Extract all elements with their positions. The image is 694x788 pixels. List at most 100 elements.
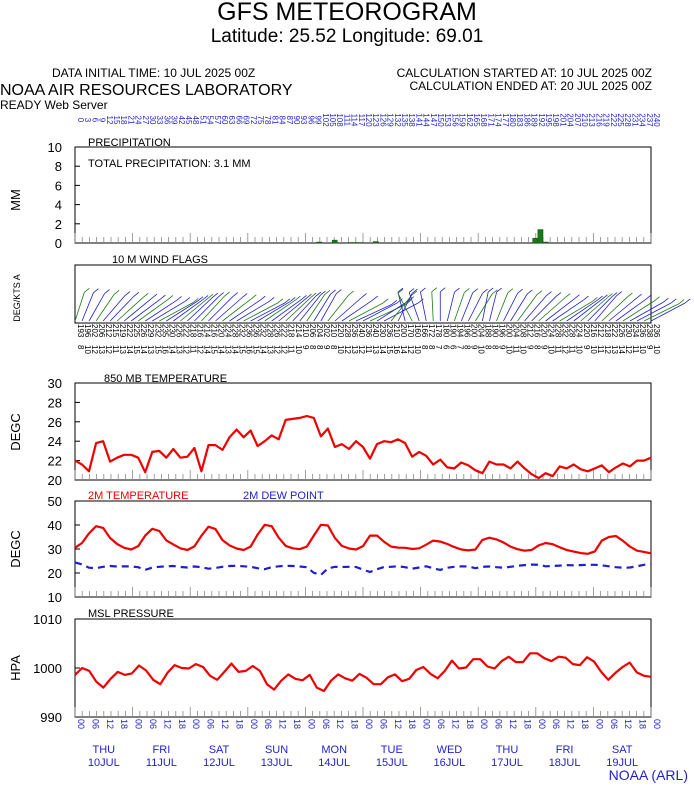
wind-direction-label: 214 [202,324,211,338]
precip-tick-label: 6 [55,178,62,193]
wind-direction-label: 216 [589,324,598,338]
wind-flag [397,293,413,322]
wind-speed-label: 11 [188,345,197,354]
wind-flag-barb [411,290,418,296]
top-hour-label: 207 [573,113,582,127]
page-title: GFS METEOROGRAM [217,0,477,26]
wind-speed-label: 14 [125,345,134,354]
credit-label: NOAA (ARL) [608,767,688,783]
wind-flag-barb [315,291,322,297]
top-hour-label: 135 [400,113,409,127]
wind-direction-label: 216 [209,324,218,338]
wind-speed-label: 14 [202,345,211,354]
wind-speed-label: 8 [420,345,429,350]
top-hour-label: 204 [566,113,575,127]
bottom-hour-label: 00 [479,719,489,729]
precip-tick-label: 10 [48,140,62,155]
wind-direction-label: 218 [603,324,612,338]
wind-flag-barb [496,287,502,293]
day-of-week-label: SAT [209,744,230,756]
wind-direction-label: 206 [308,324,317,338]
bottom-hour-label: 12 [335,719,345,729]
wind-speed-label: 14 [399,345,408,354]
wind-speed-label: 7 [434,345,443,350]
wind-flag [629,301,664,322]
wind-direction-label: 222 [125,324,134,338]
top-hour-label: 222 [609,113,618,127]
wind-flag [559,301,593,322]
top-hour-label: 162 [465,113,474,127]
precip-bar [316,241,323,244]
wind-flag-barb [310,292,317,298]
wind-flag-barb [440,287,446,293]
top-hour-label: 105 [328,113,337,127]
wind-direction-label: 200 [399,324,408,338]
wind-direction-label: 194 [455,324,464,338]
wind-flag [341,299,373,322]
wind-flag [636,302,672,322]
top-hour-label: 90 [292,116,301,125]
wind-flag-barb [663,297,669,303]
precip-bar [331,239,338,244]
wind-speed-label: 8 [483,345,492,350]
wind-flag-barb [93,288,99,293]
top-hour-label: 171 [486,113,495,127]
wind-flag [109,295,135,322]
top-hour-label: 198 [551,113,560,127]
wind-flag [292,295,317,322]
wind-flag [573,298,603,322]
wind-flag-barb [320,290,326,296]
wind-speed-label: 15 [238,345,247,354]
top-hour-label: 129 [386,113,395,127]
wind-flag [334,297,362,322]
wind-speed-label: 11 [111,345,120,354]
wind-direction-label: 229 [146,324,155,338]
wind-direction-label: 202 [90,324,99,338]
wind-speed-label: 14 [167,345,176,354]
wind-flag-barb [133,291,140,297]
wind-speed-label: 12 [561,345,570,354]
wind-speed-label: 15 [132,345,141,354]
server-name: READY Web Server [0,98,108,112]
wind-flag [95,294,115,322]
date-label: 17JUL [491,757,523,769]
wind-flag-barb [207,293,214,299]
bottom-hour-label: 06 [206,719,216,729]
wind-flag [446,291,455,322]
wind-flag-barb [224,291,230,297]
wind-direction-label: 204 [476,324,485,338]
wind-flag [313,293,332,322]
wind-direction-label: 230 [378,324,387,338]
bottom-hour-label: 00 [594,719,604,729]
wind-direction-label: 212 [596,324,605,338]
wind-speed-label: 9 [645,345,654,350]
temp850-line [74,414,652,480]
wind-flag-barb [383,298,389,304]
wind-flag [208,296,234,322]
wind-speed-label: 12 [603,345,612,354]
top-hour-label: 141 [414,113,423,127]
wind-flag [601,296,628,322]
top-hour-label: 132 [393,113,402,127]
bottom-hour-label: 06 [609,719,619,729]
wind-flag [285,296,312,322]
wind-flag [496,292,509,322]
temp2m-tick-label: 30 [48,542,62,557]
precip-bar [373,241,379,244]
wind-speed-label: 12 [195,345,204,354]
wind-flag [102,295,126,322]
wind-speed-label: 9 [582,345,591,350]
temp2m-legend: 2M TEMPERATURE [88,490,188,502]
day-of-week-label: SUN [265,744,288,756]
wind-speed-label: 12 [280,345,289,354]
wind-direction-label: 228 [266,324,275,338]
wind-speed-label: 13 [350,345,359,354]
wind-direction-label: 238 [645,324,654,338]
wind-flag-barb [654,296,660,302]
wind-speed-label: 9 [301,345,310,350]
wind-direction-label: 218 [188,324,197,338]
date-label: 15JUL [376,757,408,769]
top-hour-label: 30 [148,116,157,125]
top-hour-label: 237 [645,113,654,127]
top-hour-label: 75 [256,116,265,125]
